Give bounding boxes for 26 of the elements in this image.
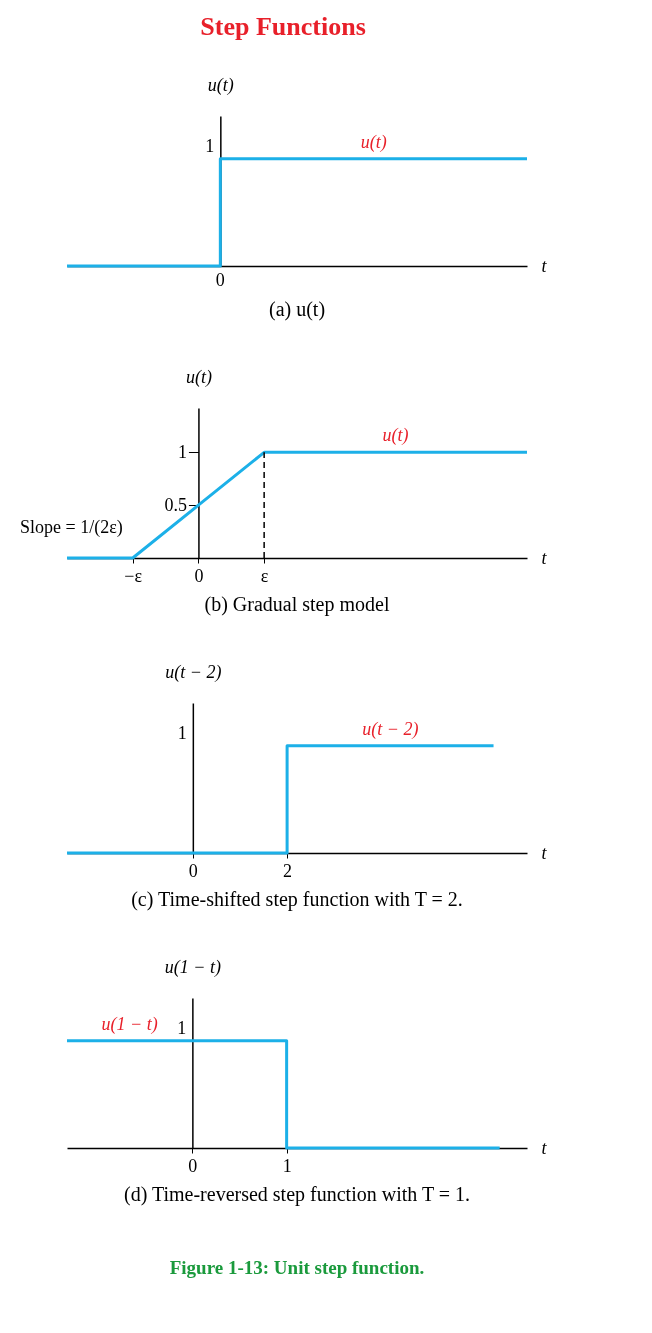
chart-title: Step Functions — [200, 12, 366, 41]
x-axis-title: t — [541, 255, 548, 276]
text: (d) Time-reversed step function with T = 1. — [123, 1183, 471, 1206]
x-tick-label: 0 — [194, 565, 204, 586]
series-label: u(1 − t) — [101, 1013, 158, 1035]
text: (b) Gradual step model — [204, 593, 390, 616]
text: 0 — [215, 270, 225, 290]
x-axis-title: t — [541, 547, 548, 568]
text: (a) u(t) — [268, 298, 326, 321]
series-label: u(t) — [382, 425, 409, 447]
x-tick-label: −ε — [124, 565, 143, 586]
text: 1 — [205, 135, 215, 156]
y-axis-title: u(1 − t) — [164, 956, 221, 978]
x-tick-label: 2 — [283, 860, 293, 881]
annotation: Slope = 1/(2ε) — [20, 517, 123, 538]
series-label: u(t) — [360, 131, 387, 153]
caption: Figure 1-13: Unit step function. — [169, 1257, 425, 1278]
series-label: u(t − 2) — [362, 718, 419, 740]
y-tick-label: 0.5 — [164, 494, 187, 515]
text: (c) Time-shifted step function with T = 2. — [131, 888, 463, 911]
x-axis-title: t — [541, 842, 548, 863]
y-axis-title: u(t) — [185, 366, 212, 388]
y-axis-title: u(t − 2) — [165, 661, 222, 683]
x-tick-label: ε — [260, 565, 269, 586]
x-axis-title: t — [541, 1137, 548, 1158]
y-axis-title: u(t) — [207, 74, 234, 96]
